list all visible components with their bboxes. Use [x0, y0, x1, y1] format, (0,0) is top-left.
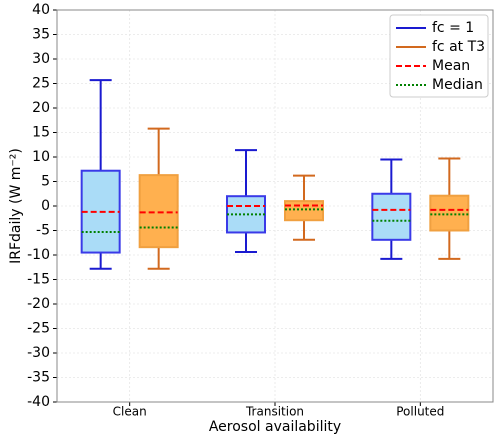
y-tick-label: -30: [27, 345, 50, 361]
box: [284, 200, 324, 222]
y-tick-label: 30: [32, 51, 50, 67]
y-tick-label: -5: [36, 223, 50, 239]
x-tick-label: Transition: [245, 405, 304, 419]
y-tick-label: -25: [27, 321, 50, 337]
legend-label: Median: [432, 77, 483, 93]
y-tick-label: 25: [32, 76, 50, 92]
x-tick-label: Polluted: [396, 405, 444, 419]
y-tick-label: -15: [27, 272, 50, 288]
box: [138, 174, 179, 249]
y-axis-label: IRFdaily (W m⁻²): [8, 148, 24, 264]
y-tick-label: 15: [32, 125, 50, 141]
y-tick-label: -20: [27, 296, 50, 312]
y-tick-label: 5: [41, 174, 50, 190]
y-tick-label: 20: [32, 100, 50, 116]
y-tick-label: -10: [27, 247, 50, 263]
x-tick-label: Clean: [113, 405, 147, 419]
y-tick-label: 35: [32, 27, 50, 43]
legend-label: Mean: [432, 58, 470, 74]
legend-label: fc at T3: [432, 39, 485, 55]
y-tick-label: 0: [41, 198, 50, 214]
y-tick-label: 40: [32, 2, 50, 18]
y-tick-label: 10: [32, 149, 50, 165]
plot-frame: [56, 9, 494, 403]
box: [429, 194, 470, 232]
legend-box: [389, 14, 489, 98]
x-axis-label: Aerosol availability: [209, 419, 341, 435]
legend-label: fc = 1: [432, 20, 474, 36]
y-tick-label: -35: [27, 370, 50, 386]
box: [371, 192, 412, 241]
y-tick-label: -40: [27, 394, 50, 410]
